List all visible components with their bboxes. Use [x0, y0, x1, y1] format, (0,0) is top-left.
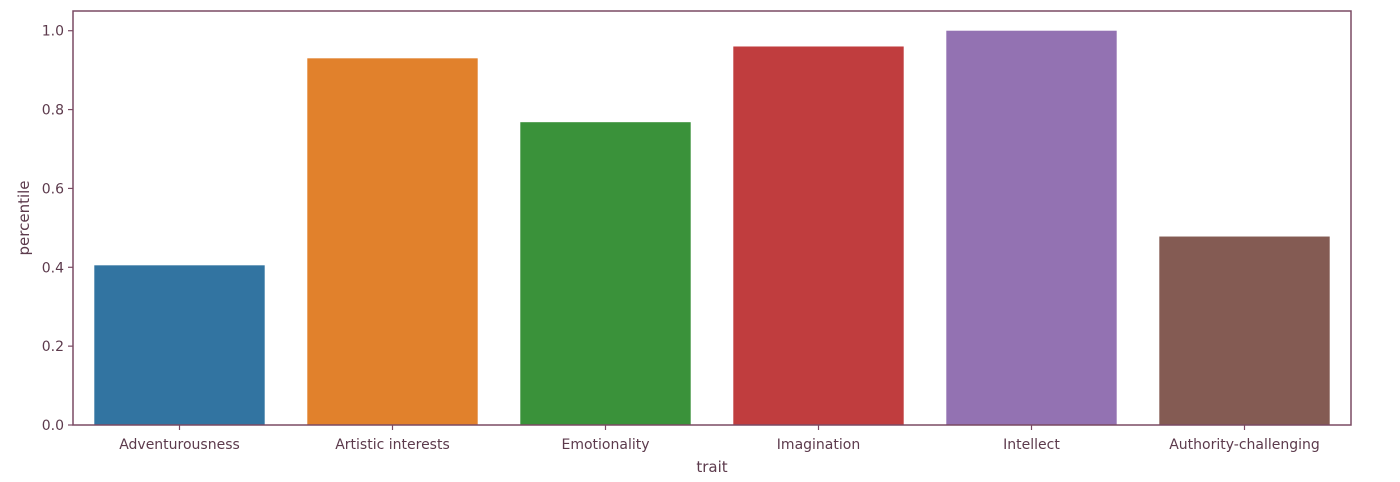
y-tick-label: 0.6	[42, 181, 64, 197]
bar-emotionality	[520, 122, 691, 425]
x-tick-label: Authority-challenging	[1169, 437, 1320, 453]
bar-adventurousness	[94, 265, 265, 425]
y-axis-title: percentile	[15, 180, 33, 255]
x-tick-label: Emotionality	[562, 437, 650, 453]
x-tick-label: Adventurousness	[119, 437, 240, 453]
y-tick-label: 0.2	[42, 339, 64, 355]
y-tick-label: 1.0	[42, 24, 64, 40]
y-tick-label: 0.0	[42, 418, 64, 434]
x-tick-label: Imagination	[777, 437, 860, 453]
x-tick-label: Artistic interests	[335, 437, 450, 453]
x-tick-label: Intellect	[1003, 437, 1060, 453]
bar-artistic-interests	[307, 58, 478, 426]
plot-frame	[72, 10, 1352, 426]
bar-imagination	[733, 46, 904, 425]
bar-intellect	[946, 30, 1117, 425]
ticks-layer: Adventurousness Artistic interests Emotion…	[42, 24, 1320, 453]
y-tick-label: 0.8	[42, 103, 64, 119]
y-tick-label: 0.4	[42, 260, 64, 276]
bar-authority-challenging	[1159, 236, 1330, 425]
bars-layer	[94, 30, 1330, 426]
x-axis-title: trait	[696, 458, 727, 476]
